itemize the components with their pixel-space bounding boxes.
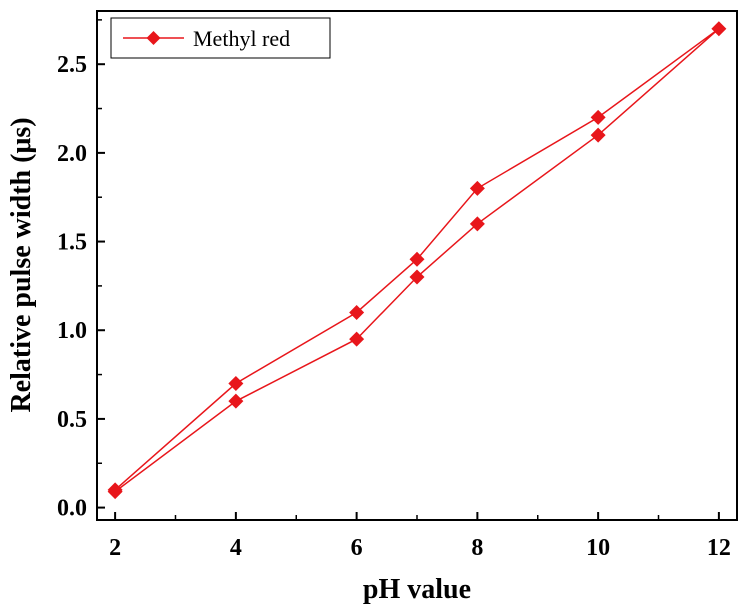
y-tick-label: 2.0 bbox=[57, 141, 87, 167]
x-tick-label: 2 bbox=[109, 535, 121, 561]
data-point bbox=[228, 375, 244, 391]
x-ticks: 2 4 6 8 10 12 bbox=[109, 512, 731, 561]
y-tick-label: 0.5 bbox=[57, 407, 87, 433]
y-tick-label: 1.0 bbox=[57, 318, 87, 344]
data-point bbox=[349, 304, 365, 320]
data-point bbox=[590, 109, 606, 125]
data-point bbox=[228, 393, 244, 409]
plot-frame bbox=[96, 10, 738, 521]
y-axis-title: Relative pulse width (μs) bbox=[6, 117, 37, 412]
x-tick-label: 10 bbox=[586, 535, 610, 561]
data-point bbox=[469, 216, 485, 232]
data-point bbox=[409, 269, 425, 285]
series-group bbox=[107, 21, 727, 500]
data-point bbox=[590, 127, 606, 143]
legend-label: Methyl red bbox=[193, 26, 290, 51]
data-point bbox=[409, 251, 425, 267]
y-tick-label: 1.5 bbox=[57, 230, 87, 256]
y-tick-label: 2.5 bbox=[57, 52, 87, 78]
legend-marker bbox=[146, 31, 161, 45]
y-tick-label: 0.0 bbox=[57, 496, 87, 522]
y-ticks: 0.0 0.5 1.0 1.5 2.0 2.5 bbox=[57, 19, 105, 522]
data-point bbox=[469, 180, 485, 196]
data-point bbox=[349, 331, 365, 347]
x-axis-title: pH value bbox=[363, 574, 471, 605]
legend: Methyl red bbox=[110, 17, 331, 59]
x-tick-label: 6 bbox=[351, 535, 363, 561]
x-tick-label: 4 bbox=[230, 535, 242, 561]
x-tick-label: 8 bbox=[471, 535, 483, 561]
x-tick-label: 12 bbox=[707, 535, 731, 561]
data-point bbox=[711, 21, 727, 37]
data-point bbox=[107, 484, 123, 500]
